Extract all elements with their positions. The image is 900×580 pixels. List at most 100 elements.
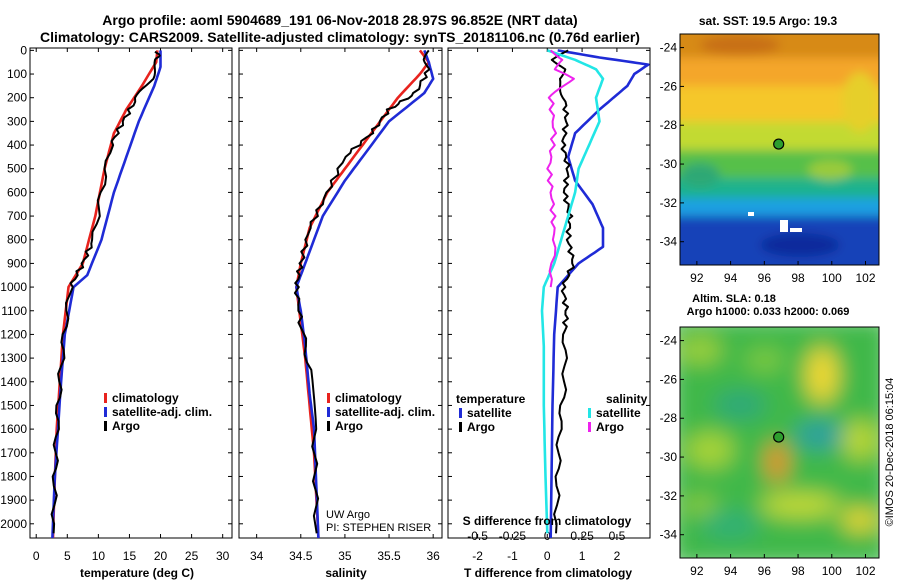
legend-s-satellite-swatch xyxy=(588,408,591,418)
map-x-tick-label: 102 xyxy=(855,564,875,578)
x-tick-label: 25 xyxy=(185,549,199,563)
legend-t-argo-label: Argo xyxy=(467,420,495,434)
legend-argo-swatch xyxy=(104,421,107,431)
sst-map-axes: 92 94 96 98 100 102 -24 -26 -28 -30 -32 -34 xyxy=(660,41,876,285)
series-line-satellite-adj-clim- xyxy=(295,49,435,538)
y-tick-label: 500 xyxy=(7,162,27,176)
map-x-tick-label: 100 xyxy=(822,564,842,578)
x-tick-label: 34.5 xyxy=(289,549,313,563)
title-line-2: Climatology: CARS2009. Satellite-adjuste… xyxy=(40,29,640,45)
map-y-tick-label: -28 xyxy=(660,118,678,132)
legend-t-argo-swatch xyxy=(459,422,462,432)
series-group xyxy=(293,49,435,538)
temperature-plot-frame xyxy=(29,47,233,539)
y-tick-label: 1800 xyxy=(0,469,27,483)
x-tick-label: 30 xyxy=(216,549,230,563)
imos-watermark: ©IMOS 20-Dec-2018 06:15:04 xyxy=(884,378,896,527)
y-tick-label: 1900 xyxy=(0,493,27,507)
map-y-tick-label: -34 xyxy=(660,528,678,542)
x-tick-label: 20 xyxy=(154,549,168,563)
sla-map-axes: 92 94 96 98 100 102 -24 -26 -28 -30 -32 -34 xyxy=(660,334,876,578)
difference-plot: -2 -1 0 1 2 -0.5 -0.25 0 0.25 0.5 xyxy=(448,48,650,563)
series-line-s-satellite xyxy=(540,49,605,534)
legend-satellite-label: satellite-adj. clim. xyxy=(335,405,435,419)
x-tick-label: 35 xyxy=(338,549,352,563)
series-line-t-argo xyxy=(550,49,575,534)
s-tick-label: 0 xyxy=(544,529,551,543)
legend-temperature-title: temperature xyxy=(456,392,526,406)
x-tick-label: 10 xyxy=(92,549,106,563)
temperature-xlabel: temperature (deg C) xyxy=(80,566,194,580)
x-tick-label: 5 xyxy=(64,549,71,563)
x-tick-label: -2 xyxy=(472,549,483,563)
difference-legend: temperature satellite Argo salinity sate… xyxy=(456,392,648,434)
y-tick-label: 1400 xyxy=(0,375,27,389)
legend-s-argo-label: Argo xyxy=(596,420,624,434)
map-x-tick-label: 94 xyxy=(724,271,738,285)
series-group xyxy=(50,50,162,538)
y-tick-label: 1500 xyxy=(0,398,27,412)
legend-salinity-title: salinity xyxy=(606,392,648,406)
y-tick-label: 1100 xyxy=(1,304,27,318)
map-y-tick-label: -26 xyxy=(660,79,678,93)
map-x-tick-label: 100 xyxy=(822,271,842,285)
map-x-tick-label: 92 xyxy=(690,271,704,285)
owner-annotation: UW Argo xyxy=(326,509,370,521)
legend-argo-label: Argo xyxy=(112,419,140,433)
legend-satellite-label: satellite-adj. clim. xyxy=(112,405,212,419)
map-x-tick-label: 102 xyxy=(855,271,875,285)
series-line-climatology xyxy=(51,50,159,538)
legend-argo-label: Argo xyxy=(335,419,363,433)
map-x-tick-label: 96 xyxy=(758,564,772,578)
sla-map-title-2: Argo h1000: 0.033 h2000: 0.069 xyxy=(687,306,850,318)
x-tick-label: 0 xyxy=(33,549,40,563)
map-y-tick-label: -34 xyxy=(660,235,678,249)
s-tick-label: 0.25 xyxy=(570,529,594,543)
y-tick-label: 900 xyxy=(7,256,27,270)
x-tick-label: -1 xyxy=(507,549,518,563)
legend-s-satellite-label: satellite xyxy=(596,406,641,420)
map-y-tick-label: -30 xyxy=(660,450,678,464)
map-y-tick-label: -32 xyxy=(660,489,678,503)
map-y-tick-label: -30 xyxy=(660,157,678,171)
y-tick-label: 1700 xyxy=(0,446,27,460)
legend-climatology-swatch xyxy=(327,393,330,403)
y-tick-label: 0 xyxy=(20,43,27,57)
x-tick-label: 0 xyxy=(544,549,551,563)
difference-xlabel-top: S difference from climatology xyxy=(463,514,632,528)
float-position-marker xyxy=(773,431,785,443)
legend-climatology-label: climatology xyxy=(335,391,402,405)
y-tick-label: 600 xyxy=(7,185,27,199)
sst-map-image xyxy=(680,34,879,265)
series-line-s-argo xyxy=(546,49,575,288)
x-tick-label: 34 xyxy=(250,549,264,563)
sla-map-title-1: Altim. SLA: 0.18 xyxy=(692,293,776,305)
difference-xlabel: T difference from climatology xyxy=(464,566,632,580)
float-position-marker xyxy=(773,138,785,150)
x-tick-label: 15 xyxy=(123,549,137,563)
s-tick-label: -0.5 xyxy=(467,529,488,543)
x-tick-label: 36 xyxy=(426,549,440,563)
y-tick-label: 2000 xyxy=(0,517,27,531)
map-y-tick-label: -26 xyxy=(660,372,678,386)
y-tick-label: 300 xyxy=(7,114,27,128)
map-y-tick-label: -24 xyxy=(660,334,678,348)
difference-plot-frame xyxy=(447,47,651,539)
y-tick-label: 1600 xyxy=(0,422,27,436)
map-y-tick-label: -24 xyxy=(660,41,678,55)
series-line-argo xyxy=(293,49,431,534)
pi-annotation: PI: STEPHEN RISER xyxy=(326,522,431,534)
legend-climatology-swatch xyxy=(104,393,107,403)
salinity-plot-frame xyxy=(238,47,443,539)
map-x-tick-label: 98 xyxy=(791,271,805,285)
map-y-tick-label: -28 xyxy=(660,411,678,425)
y-tick-label: 100 xyxy=(7,67,27,81)
x-tick-label: 2 xyxy=(614,549,621,563)
legend-satellite-swatch xyxy=(104,407,107,417)
y-tick-label: 700 xyxy=(7,209,27,223)
legend-t-satellite-label: satellite xyxy=(467,406,512,420)
series-group xyxy=(540,49,650,538)
s-tick-label: -0.25 xyxy=(499,529,527,543)
y-tick-label: 1000 xyxy=(0,280,27,294)
